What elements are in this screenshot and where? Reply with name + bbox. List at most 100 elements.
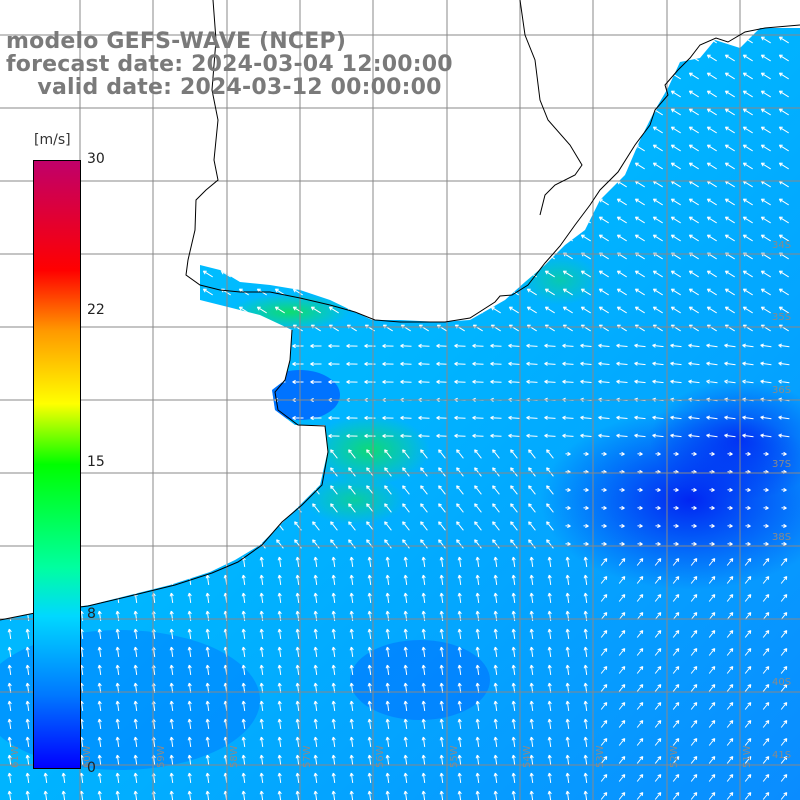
- wind-arrow: [382, 288, 393, 296]
- wind-arrow: [274, 234, 285, 242]
- wind-arrow: [400, 162, 411, 170]
- wind-arrow: [202, 144, 213, 152]
- wind-arrow: [402, 539, 410, 549]
- wind-arrow: [690, 684, 698, 692]
- wind-arrow: [544, 90, 555, 98]
- wind-arrow: [238, 234, 249, 242]
- wind-arrow: [616, 144, 627, 152]
- wind-arrow: [508, 379, 520, 384]
- wind-arrow: [547, 664, 552, 675]
- wind-arrow: [220, 361, 232, 367]
- wind-arrow: [562, 216, 573, 224]
- wind-arrow: [688, 108, 699, 116]
- wind-arrow: [331, 682, 336, 693]
- wind-arrow: [511, 646, 516, 657]
- wind-arrow: [490, 234, 501, 242]
- wind-arrow: [421, 772, 426, 783]
- wind-arrow: [25, 646, 30, 657]
- wind-arrow: [94, 108, 105, 116]
- wind-arrow: [598, 108, 609, 116]
- wind-arrow: [601, 523, 607, 529]
- wind-arrow: [421, 754, 426, 765]
- wind-arrow: [7, 664, 12, 675]
- wind-arrow: [706, 108, 717, 116]
- wind-arrow: [508, 126, 519, 134]
- wind-arrow: [274, 126, 285, 134]
- wind-arrow: [547, 556, 552, 567]
- wind-arrow: [94, 216, 105, 224]
- wind-arrow: [528, 449, 536, 459]
- wind-arrow: [655, 487, 661, 493]
- wind-arrow: [310, 216, 321, 224]
- wind-arrow: [724, 126, 735, 134]
- wind-arrow: [544, 343, 556, 348]
- wind-arrow: [598, 270, 609, 278]
- wind-arrow: [726, 666, 734, 674]
- wind-arrow: [601, 505, 607, 511]
- wind-arrow: [400, 433, 412, 439]
- wind-arrow: [202, 379, 214, 385]
- wind-arrow: [544, 379, 556, 384]
- wind-arrow: [184, 433, 196, 439]
- wind-arrow: [132, 467, 140, 477]
- wind-arrow: [436, 379, 448, 385]
- wind-arrow: [690, 558, 698, 566]
- wind-arrow: [670, 198, 681, 206]
- wind-arrow: [634, 126, 645, 134]
- wind-arrow: [436, 433, 448, 439]
- wind-arrow: [238, 379, 250, 385]
- wind-arrow: [708, 774, 716, 782]
- wind-arrow: [346, 180, 357, 188]
- wind-arrow: [744, 612, 752, 620]
- wind-arrow: [454, 216, 465, 224]
- wind-arrow: [457, 772, 462, 783]
- wind-arrow: [240, 503, 248, 513]
- wind-arrow: [367, 700, 372, 711]
- wind-arrow: [130, 216, 141, 224]
- wind-arrow: [349, 736, 354, 747]
- wind-arrow: [726, 576, 734, 584]
- wind-arrow: [472, 54, 483, 62]
- wind-arrow: [25, 790, 30, 800]
- wind-arrow: [744, 738, 752, 746]
- wind-arrow: [652, 234, 663, 242]
- wind-arrow: [130, 270, 141, 278]
- wind-arrow: [529, 628, 534, 639]
- wind-arrow: [580, 54, 591, 62]
- wind-arrow: [292, 415, 304, 421]
- wind-arrow: [580, 343, 592, 348]
- wind-arrow: [346, 162, 357, 170]
- wind-arrow: [112, 162, 123, 170]
- wind-arrow: [780, 720, 788, 728]
- wind-arrow: [457, 664, 462, 675]
- wind-arrow: [421, 664, 426, 675]
- wind-arrow: [7, 736, 12, 747]
- wind-arrow: [169, 772, 174, 783]
- wind-arrow: [673, 451, 679, 457]
- wind-arrow: [634, 162, 645, 170]
- wind-arrow: [618, 594, 626, 602]
- wind-arrow: [583, 505, 589, 511]
- wind-arrow: [202, 234, 213, 242]
- wind-arrow: [618, 576, 626, 584]
- wind-arrow: [313, 700, 318, 711]
- wind-arrow: [241, 574, 246, 585]
- wind-arrow: [256, 270, 267, 278]
- wind-arrow: [511, 556, 516, 567]
- wind-arrow: [133, 736, 138, 747]
- wind-arrow: [418, 361, 430, 367]
- wind-arrow: [202, 343, 214, 349]
- wind-arrow: [277, 700, 282, 711]
- wind-arrow: [492, 503, 500, 513]
- wind-arrow: [112, 380, 124, 385]
- wind-arrow: [25, 664, 30, 675]
- wind-arrow: [780, 630, 788, 638]
- wind-arrow: [762, 720, 770, 728]
- wind-arrow: [328, 343, 340, 349]
- wind-arrow: [4, 362, 16, 367]
- wind-arrow: [205, 718, 210, 729]
- wind-arrow: [742, 361, 754, 366]
- wind-arrow: [547, 790, 552, 800]
- wind-arrow: [367, 736, 372, 747]
- wind-arrow: [348, 485, 356, 495]
